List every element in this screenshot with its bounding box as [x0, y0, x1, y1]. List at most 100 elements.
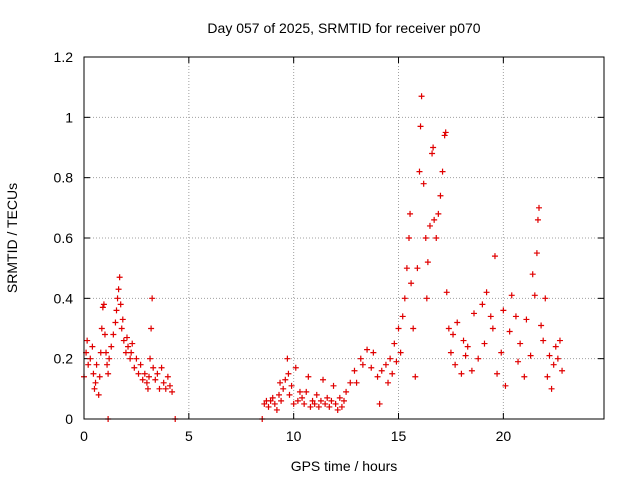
data-point [364, 346, 371, 353]
data-point [370, 349, 377, 356]
data-point [276, 391, 282, 398]
data-point [548, 385, 555, 392]
data-point [334, 406, 341, 413]
data-point [437, 192, 444, 199]
data-point [460, 337, 467, 344]
data-point [128, 349, 135, 356]
data-point [550, 361, 557, 368]
data-point [395, 325, 402, 332]
data-point [125, 343, 132, 350]
data-point [341, 397, 347, 404]
data-point [309, 397, 316, 404]
data-point [521, 373, 528, 380]
data-point [556, 337, 563, 344]
data-point [338, 403, 345, 410]
data-point [441, 132, 448, 139]
data-point [162, 385, 169, 392]
data-point [458, 370, 465, 377]
data-point [347, 379, 354, 386]
data-point [296, 388, 303, 395]
data-point [98, 325, 105, 332]
data-point [89, 343, 96, 350]
data-point [515, 358, 522, 365]
data-point [544, 373, 551, 380]
data-point [280, 385, 287, 392]
data-point [119, 316, 126, 323]
data-point [417, 123, 424, 130]
data-point [546, 352, 553, 359]
data-point [141, 370, 148, 377]
data-point [534, 216, 541, 223]
data-point [387, 355, 394, 362]
data-point [113, 307, 120, 314]
y-tick-label: 1 [65, 109, 73, 125]
data-point [95, 391, 102, 398]
data-point [110, 331, 117, 338]
data-point [479, 301, 486, 308]
data-point [494, 370, 501, 377]
data-point [150, 364, 157, 371]
data-point [292, 364, 299, 371]
data-point [96, 373, 103, 380]
data-point [127, 355, 134, 362]
data-point [552, 343, 559, 350]
data-point [531, 292, 538, 299]
data-point [305, 373, 312, 380]
data-point [326, 403, 333, 410]
data-point [540, 337, 547, 344]
data-point [278, 397, 285, 404]
data-point [481, 340, 488, 347]
y-tick-label: 0.4 [54, 290, 74, 306]
data-point [351, 367, 358, 374]
data-point [99, 304, 106, 311]
data-point [475, 355, 482, 362]
data-point [84, 337, 91, 344]
data-point [91, 385, 98, 392]
data-point [284, 355, 291, 362]
data-point [108, 343, 115, 350]
data-point [406, 235, 412, 241]
data-point [353, 379, 360, 386]
data-point [332, 400, 339, 407]
y-tick-label: 0.2 [54, 351, 74, 367]
data-points [81, 93, 566, 422]
data-point [389, 370, 396, 377]
data-point [158, 364, 165, 371]
data-point [160, 379, 167, 386]
data-point [282, 376, 289, 383]
data-point [139, 376, 146, 383]
x-tick-label: 5 [185, 428, 193, 444]
data-point [277, 379, 284, 386]
data-point [116, 274, 123, 281]
data-point [149, 295, 156, 302]
data-point [399, 313, 406, 320]
data-point [378, 367, 385, 374]
data-point [498, 349, 505, 356]
data-point [267, 397, 274, 404]
data-point [376, 400, 383, 407]
data-point [265, 403, 272, 410]
data-point [271, 400, 278, 407]
data-point [431, 216, 438, 223]
plot-frame [83, 56, 605, 420]
data-point [85, 361, 92, 368]
data-point [90, 370, 97, 377]
data-point [512, 313, 519, 320]
data-point [508, 292, 515, 299]
data-point [93, 361, 100, 368]
data-point [401, 295, 408, 302]
data-point [397, 349, 404, 356]
data-point [114, 295, 121, 302]
data-point [147, 355, 154, 362]
data-point [445, 325, 452, 332]
data-point [320, 376, 327, 383]
data-point [529, 271, 536, 278]
data-point [343, 388, 350, 395]
data-point [311, 400, 318, 407]
data-point [299, 394, 306, 401]
y-axis-label: SRMTID / TECUs [4, 183, 20, 293]
data-point [317, 397, 324, 404]
data-point [410, 325, 417, 332]
data-point [115, 286, 122, 293]
x-tick-label: 15 [391, 428, 407, 444]
